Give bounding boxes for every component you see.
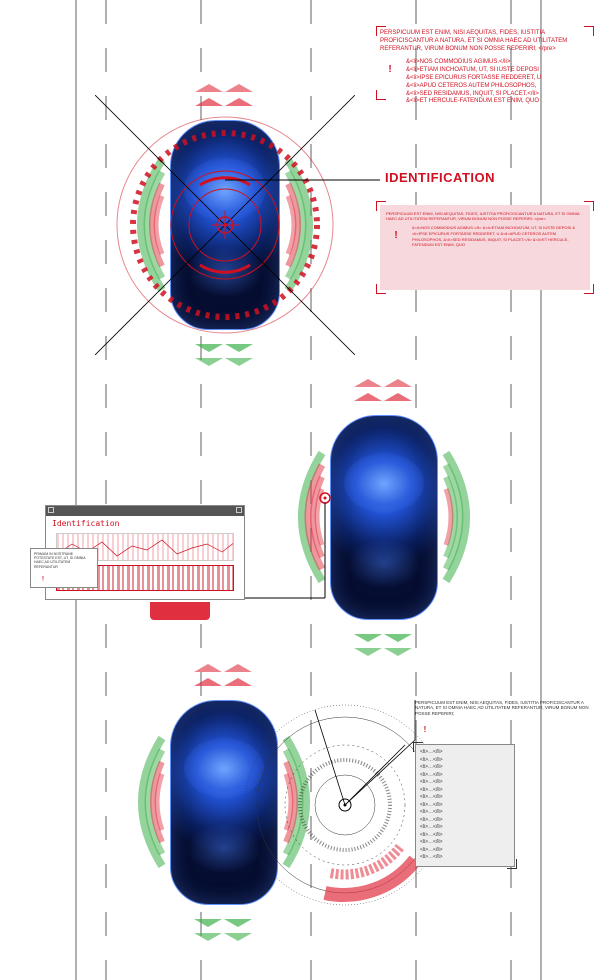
chevron-icon <box>225 344 253 352</box>
list-item: &<li>NOS COMMODIUS AGIMUS.</li> <box>406 59 590 67</box>
car-bot <box>170 700 278 905</box>
list-item: <li>…</li> <box>420 757 510 765</box>
warning-icon <box>380 59 400 77</box>
chevron-icon <box>224 664 252 672</box>
chevron-icon <box>224 678 252 686</box>
lane-edge-left <box>75 0 77 980</box>
chevron-icon <box>384 634 412 642</box>
chevron-icon <box>225 84 253 92</box>
chevron-icon <box>194 919 222 927</box>
warning-icon <box>37 573 49 584</box>
chevron-icon <box>225 358 253 366</box>
info-box-top: PERSPICUUM EST ENIM, NISI AEQUITAS, FIDE… <box>380 30 590 106</box>
list-item: <li>…</li> <box>420 817 510 825</box>
list-item: <li>…</li> <box>420 832 510 840</box>
warning-icon <box>417 722 433 736</box>
chevron-icon <box>195 358 223 366</box>
list-item: <li>…</li> <box>420 824 510 832</box>
list-item: <li>…</li> <box>420 764 510 772</box>
sensor-right-icon <box>278 150 338 300</box>
info-text: PERSPICUUM EST ENIM, NISI AEQUITAS, FIDE… <box>386 211 584 221</box>
list-item: <li>…</li> <box>420 787 510 795</box>
sensor-left-icon <box>274 443 332 591</box>
chevron-icon <box>194 933 222 941</box>
info-list: &<li>NOS COMMODIUS AGIMUS.</li> &<li>ETI… <box>412 225 584 247</box>
chevron-icon <box>195 84 223 92</box>
chevron-icon <box>225 98 253 106</box>
chevron-icon <box>384 648 412 656</box>
chevron-icon <box>195 98 223 106</box>
chevron-icon <box>194 678 222 686</box>
list-item: <li>…</li> <box>420 779 510 787</box>
list-item: &<li>ETIAM INCHOATUM, UT, SI IUSTE DEPOS… <box>406 67 590 75</box>
chevron-icon <box>224 919 252 927</box>
sensor-right-icon <box>276 728 334 876</box>
car-mid <box>330 415 438 620</box>
info-box-mid: PERSPICUUM EST ENIM, NISI AEQUITAS, FIDE… <box>380 205 590 290</box>
chevron-icon <box>354 393 382 401</box>
list-item: <li>…</li> <box>420 749 510 757</box>
chevron-icon <box>195 344 223 352</box>
lane-dash-1 <box>105 0 107 980</box>
info-text: PERSPICUUM EST ENIM, NISI AEQUITAS, FIDE… <box>380 30 590 53</box>
panel-title: Identification <box>46 516 244 531</box>
list-box: <li>…</li> <li>…</li> <li>…</li> <li>…</… <box>415 744 515 867</box>
chevron-icon <box>354 648 382 656</box>
list-item: <li>…</li> <box>420 802 510 810</box>
chevron-icon <box>194 664 222 672</box>
sensor-right-icon <box>436 443 494 591</box>
chevron-icon <box>354 379 382 387</box>
car-top <box>170 120 280 330</box>
list-item: <li>…</li> <box>420 839 510 847</box>
list-item: &<li>APUD CETEROS AUTEM PHILOSOPHOS, <box>406 83 590 91</box>
info-text: PERSPICUUM EST ENIM, NISI AEQUITAS, FIDE… <box>415 700 590 716</box>
chevron-icon <box>354 634 382 642</box>
sensor-left-icon <box>112 150 172 300</box>
list-item: <li>…</li> <box>420 854 510 862</box>
chevron-icon <box>384 393 412 401</box>
list-item: &<li>ET HERCULE-FATENDUM EST ENIM, QUO <box>406 98 590 106</box>
list-item: &<li>IPSE EPICURUS FORTASSE REDDERET, U <box>406 75 590 83</box>
list-item: <li>…</li> <box>420 794 510 802</box>
list-item: <li>…</li> <box>420 809 510 817</box>
list-item: <li>…</li> <box>420 847 510 855</box>
info-box-bottom: PERSPICUUM EST ENIM, NISI AEQUITAS, FIDE… <box>415 700 590 867</box>
sensor-left-icon <box>114 728 172 876</box>
list-item: <li>…</li> <box>420 772 510 780</box>
warning-icon <box>386 225 406 243</box>
list-item: &<li>SED RESIDAMUS, INQUIT, SI PLACET.</… <box>406 91 590 99</box>
chevron-icon <box>224 933 252 941</box>
identification-label: IDENTIFICATION <box>385 170 495 185</box>
aux-box: PRIMUM IN NOSTRANE POTESTATE EST, UT, SI… <box>30 548 98 588</box>
panel-tab <box>150 602 210 620</box>
chevron-icon <box>384 379 412 387</box>
